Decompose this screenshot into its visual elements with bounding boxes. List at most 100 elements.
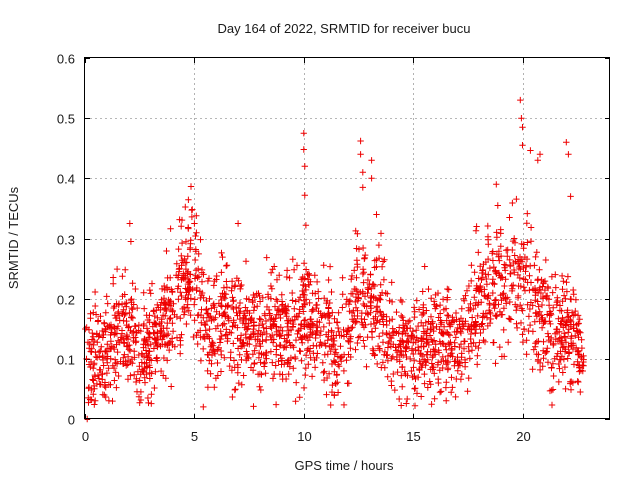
data-point (457, 325, 464, 332)
data-point (256, 383, 263, 390)
data-point (211, 304, 218, 311)
data-point (527, 238, 535, 245)
data-point (555, 315, 562, 322)
data-point (192, 248, 200, 255)
data-point (410, 350, 417, 358)
y-tick-label: 0.6 (57, 52, 75, 67)
data-point (125, 346, 133, 353)
data-point (574, 358, 581, 365)
data-point (437, 388, 445, 395)
data-point (432, 341, 439, 348)
data-point (468, 347, 476, 354)
data-point (505, 339, 512, 346)
data-point (250, 403, 257, 410)
data-point (193, 212, 200, 219)
data-point (490, 339, 497, 346)
data-point (393, 353, 400, 361)
data-point (399, 383, 406, 390)
data-point (126, 220, 133, 227)
data-point (388, 382, 395, 389)
data-point (193, 229, 200, 236)
data-point (428, 360, 435, 367)
data-point (299, 287, 306, 295)
data-point (114, 348, 121, 356)
data-point (302, 364, 309, 372)
data-point (91, 360, 98, 367)
data-point (222, 312, 229, 320)
data-point (560, 292, 568, 299)
data-point (192, 256, 199, 264)
data-point (334, 389, 342, 396)
data-point (191, 317, 198, 324)
data-point (143, 325, 151, 332)
data-point (275, 305, 283, 313)
data-point (532, 340, 539, 347)
data-point (185, 196, 192, 203)
data-point (262, 317, 270, 325)
data-point (424, 384, 431, 391)
data-point (519, 331, 526, 338)
data-point (272, 401, 280, 408)
data-point (526, 272, 533, 279)
data-point (410, 364, 417, 371)
data-point (481, 292, 488, 299)
data-point (191, 220, 198, 227)
data-point (452, 334, 459, 341)
data-point (315, 308, 322, 315)
data-point (567, 295, 574, 303)
x-tick-label: 10 (297, 429, 311, 444)
data-point (325, 370, 333, 377)
data-point (191, 301, 198, 308)
data-point (360, 279, 367, 286)
data-point (285, 370, 292, 378)
data-point (386, 317, 393, 324)
data-point (574, 320, 582, 328)
data-point (429, 354, 436, 361)
data-point (478, 269, 486, 277)
data-point (461, 338, 468, 345)
data-point (301, 192, 308, 199)
data-point (191, 296, 198, 303)
data-point (136, 363, 143, 370)
data-point (398, 402, 405, 409)
data-point (263, 325, 270, 332)
data-point (477, 263, 484, 270)
data-point (423, 351, 430, 358)
data-point (501, 282, 508, 290)
data-point (555, 378, 562, 386)
data-point (285, 317, 292, 324)
data-point (485, 307, 493, 314)
data-point (200, 314, 207, 321)
data-point (439, 330, 447, 338)
data-point (407, 355, 414, 363)
data-point (221, 290, 228, 298)
data-point (219, 253, 226, 261)
data-point (519, 142, 526, 149)
data-point (296, 394, 303, 401)
data-point (260, 328, 268, 336)
data-point (183, 259, 190, 266)
data-point (254, 303, 261, 310)
data-point (331, 368, 338, 375)
data-point (102, 384, 109, 391)
data-point (403, 343, 411, 350)
data-point (111, 356, 119, 363)
data-point (399, 322, 407, 329)
data-point (451, 343, 459, 350)
data-point (212, 325, 220, 332)
data-point (419, 361, 426, 369)
data-point (509, 285, 516, 292)
data-point (326, 299, 333, 307)
data-point (98, 343, 105, 350)
data-point (517, 96, 524, 104)
data-point (237, 336, 244, 343)
data-point (104, 341, 111, 348)
data-point (284, 320, 292, 327)
data-point (335, 309, 342, 316)
data-point (286, 363, 293, 370)
data-point (498, 273, 505, 281)
data-point (231, 364, 238, 371)
data-point (517, 319, 525, 327)
data-point (361, 255, 368, 262)
data-point (271, 370, 278, 378)
